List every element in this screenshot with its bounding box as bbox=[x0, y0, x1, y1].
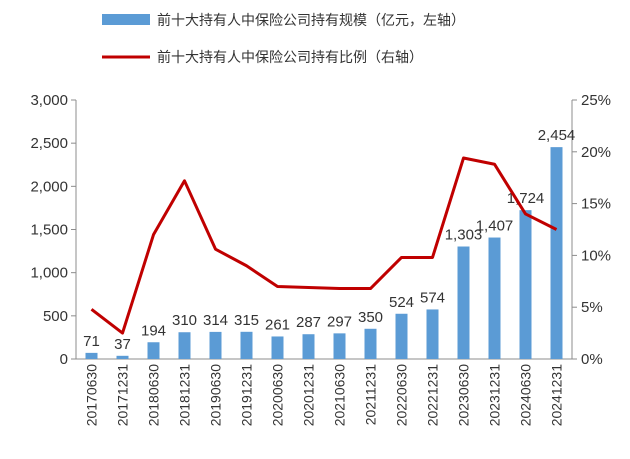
x-axis-category-label: 20241231 bbox=[549, 364, 565, 427]
right-axis-tick-label: 15% bbox=[581, 196, 611, 213]
bar bbox=[333, 333, 346, 359]
legend-label-bar: 前十大持有人中保险公司持有规模（亿元，左轴） bbox=[157, 12, 465, 29]
bar bbox=[302, 334, 315, 359]
bar-data-label: 350 bbox=[358, 309, 383, 326]
bar-data-label: 261 bbox=[265, 316, 290, 333]
x-axis-category-label: 20181231 bbox=[177, 364, 193, 427]
bar bbox=[395, 313, 408, 359]
bar bbox=[550, 147, 563, 359]
bar-data-label: 524 bbox=[389, 294, 414, 311]
x-axis-category-label: 20180630 bbox=[146, 364, 162, 427]
bar-data-label: 297 bbox=[327, 313, 352, 330]
bar bbox=[116, 355, 129, 359]
left-axis-tick-label: 1,500 bbox=[30, 222, 68, 239]
left-axis-tick-label: 500 bbox=[43, 308, 68, 325]
bar bbox=[240, 331, 253, 359]
bar bbox=[364, 328, 377, 359]
right-axis-ticks: 0% 5% 10% 15% 20% 25% bbox=[572, 92, 611, 368]
legend-item-line-series: 前十大持有人中保险公司持有比例（右轴） bbox=[102, 49, 423, 66]
bar-data-label: 37 bbox=[114, 336, 131, 353]
x-axis-category-label: 20231231 bbox=[487, 364, 503, 427]
right-axis-tick-label: 25% bbox=[581, 92, 611, 109]
ratio-line bbox=[90, 156, 558, 335]
bar-data-label: 1,724 bbox=[507, 190, 545, 207]
x-axis-category-label: 20170630 bbox=[84, 364, 100, 427]
bar-data-label: 71 bbox=[83, 333, 100, 350]
bar bbox=[457, 246, 470, 359]
bar-data-label: 1,407 bbox=[476, 218, 514, 235]
bar bbox=[147, 342, 160, 359]
left-axis-ticks: 0 500 1,000 1,500 2,000 2,500 3,000 bbox=[30, 92, 76, 368]
x-axis-category-label: 20210630 bbox=[332, 364, 348, 427]
bar bbox=[271, 336, 284, 359]
left-axis-tick-label: 0 bbox=[60, 351, 68, 368]
bar-data-label: 574 bbox=[420, 289, 445, 306]
left-axis-tick-label: 2,500 bbox=[30, 135, 68, 152]
bar bbox=[519, 210, 532, 359]
x-axis-category-label: 20220630 bbox=[394, 364, 410, 427]
legend-item-bar-series: 前十大持有人中保险公司持有规模（亿元，左轴） bbox=[102, 12, 465, 29]
bar-series bbox=[85, 147, 563, 359]
bar bbox=[85, 352, 98, 359]
x-axis-category-labels: 20170630 20171231 20180630 20181231 20190630… bbox=[84, 364, 565, 427]
bar-data-label: 194 bbox=[141, 322, 166, 339]
x-axis-category-label: 20171231 bbox=[115, 364, 131, 427]
x-axis-category-label: 20191231 bbox=[239, 364, 255, 427]
bar-data-label: 315 bbox=[234, 312, 259, 329]
left-axis-tick-label: 3,000 bbox=[30, 92, 68, 109]
x-axis-category-label: 20240630 bbox=[518, 364, 534, 427]
bar-data-label: 314 bbox=[203, 312, 228, 329]
bar-data-label: 310 bbox=[172, 312, 197, 329]
right-axis-tick-label: 20% bbox=[581, 144, 611, 161]
bar-data-label: 1,303 bbox=[445, 227, 483, 244]
x-axis-category-label: 20221231 bbox=[425, 364, 441, 427]
right-axis-tick-label: 5% bbox=[581, 299, 603, 316]
line-series bbox=[90, 156, 558, 335]
x-axis-category-label: 20190630 bbox=[208, 364, 224, 427]
bar-data-label: 287 bbox=[296, 314, 321, 331]
x-axis-category-label: 20201231 bbox=[301, 364, 317, 427]
legend: 前十大持有人中保险公司持有规模（亿元，左轴） 前十大持有人中保险公司持有比例（右… bbox=[102, 12, 465, 66]
bar bbox=[209, 331, 222, 359]
x-axis-category-label: 20200630 bbox=[270, 364, 286, 427]
bar bbox=[488, 237, 501, 359]
legend-label-line: 前十大持有人中保险公司持有比例（右轴） bbox=[157, 49, 423, 66]
right-axis-tick-label: 0% bbox=[581, 351, 603, 368]
left-axis-tick-label: 1,000 bbox=[30, 265, 68, 282]
legend-swatch-bar bbox=[102, 14, 150, 25]
x-axis-category-label: 20211231 bbox=[363, 364, 379, 425]
bar bbox=[178, 332, 191, 359]
bar bbox=[426, 309, 439, 359]
right-axis-tick-label: 10% bbox=[581, 247, 611, 264]
left-axis-tick-label: 2,000 bbox=[30, 178, 68, 195]
x-axis-category-label: 20230630 bbox=[456, 364, 472, 427]
bar-data-label: 2,454 bbox=[538, 127, 576, 144]
